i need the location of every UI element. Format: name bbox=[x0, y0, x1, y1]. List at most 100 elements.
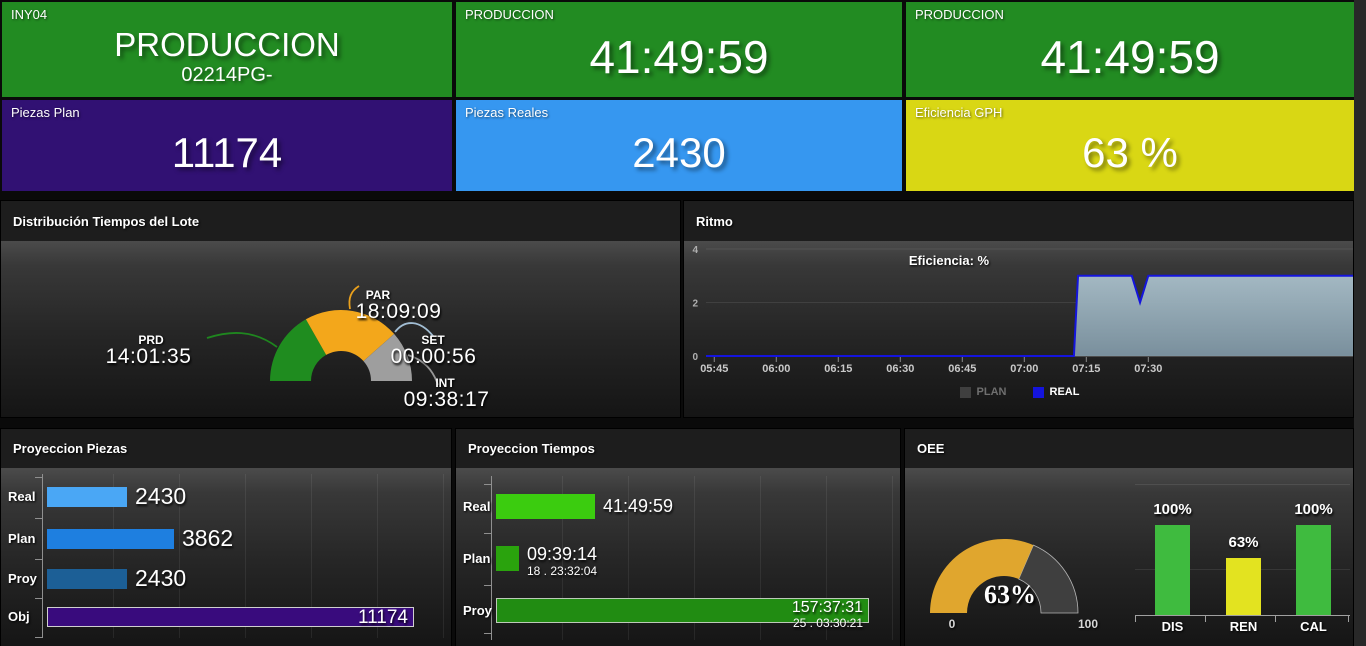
oee-bar-chart: 100% DIS 63% REN 100% CAL bbox=[1133, 468, 1353, 646]
legend-item-real[interactable]: REAL bbox=[1032, 386, 1079, 398]
x-tick-label: 05:45 bbox=[700, 363, 728, 375]
oee-bar-value-ren: 63% bbox=[1228, 534, 1259, 551]
plan-swatch-icon bbox=[959, 386, 971, 398]
bar-label-real: Real bbox=[8, 489, 36, 504]
oee-gauge-track bbox=[1018, 544, 1079, 614]
axis-tick bbox=[35, 559, 43, 560]
gridline-x2 bbox=[179, 474, 180, 638]
gridline-x2 bbox=[628, 476, 629, 640]
gauge-segment-par bbox=[305, 309, 395, 362]
y-tick-label: 0 bbox=[692, 352, 698, 363]
bar-sub-plan: 18 . 23:32:04 bbox=[527, 564, 598, 578]
gauge-segment-int bbox=[363, 333, 412, 381]
right-edge-strip bbox=[1354, 0, 1366, 646]
oee-gridline-top bbox=[1135, 484, 1350, 485]
bar-value-plan: 09:39:14 bbox=[527, 544, 598, 564]
bar-real bbox=[47, 487, 127, 507]
oee-gauge-max: 100 bbox=[1077, 617, 1099, 631]
tile-machine-label: INY04 bbox=[11, 7, 48, 22]
connector-set bbox=[394, 322, 434, 337]
oee-baseline-tick bbox=[1135, 616, 1136, 622]
tile-machine: INY04 PRODUCCION 02214PG- bbox=[2, 2, 452, 97]
legend-plan-label: PLAN bbox=[976, 386, 1007, 398]
gauge-segment-prd bbox=[270, 319, 327, 381]
connector-par bbox=[348, 285, 360, 310]
y-tick-label: 2 bbox=[692, 299, 698, 310]
oee-bar-dis bbox=[1155, 525, 1190, 615]
gridline-x6 bbox=[443, 474, 444, 638]
category-axis bbox=[491, 476, 492, 640]
proyeccion-piezas-chart: Real 2430 Plan 3862 Proy 2430 Obj 11174 bbox=[1, 468, 451, 646]
segment-label-par: PAR bbox=[365, 288, 391, 302]
oee-baseline bbox=[1135, 615, 1350, 616]
gridline-x1 bbox=[562, 476, 563, 640]
oee-gauge-min: 0 bbox=[948, 617, 956, 631]
gridline-x1 bbox=[113, 474, 114, 638]
bar-label-plan: Plan bbox=[463, 550, 491, 566]
tile-production-time-1: PRODUCCION 41:49:59 bbox=[456, 2, 902, 97]
gridline-x6 bbox=[892, 476, 893, 640]
tile-piezas-reales-label: Piezas Reales bbox=[465, 105, 549, 120]
panel-proyeccion-tiempos: Proyeccion Tiempos Real 41:49:59 Plan 09:39… bbox=[455, 428, 901, 646]
tile-eficiencia-gph: Eficiencia GPH 63 % bbox=[906, 100, 1354, 191]
bar-label-obj: Obj bbox=[8, 609, 30, 624]
gridline-x3 bbox=[245, 474, 246, 638]
bar-label-proy: Proy bbox=[8, 571, 37, 586]
panel-oee-title: OEE bbox=[905, 429, 1353, 468]
segment-value-prd: 14:01:35 bbox=[105, 345, 192, 368]
bar-value-real: 2430 bbox=[135, 482, 187, 509]
x-tick-label: 06:00 bbox=[762, 363, 790, 375]
panel-proyeccion-tiempos-title: Proyeccion Tiempos bbox=[456, 429, 900, 468]
bar-value-real: 41:49:59 bbox=[603, 495, 674, 516]
tile-machine-value: PRODUCCION bbox=[114, 26, 340, 63]
gridline-x4 bbox=[760, 476, 761, 640]
real-series-area bbox=[706, 275, 1353, 356]
x-tick-label: 07:30 bbox=[1134, 363, 1162, 375]
oee-bar-value-dis: 100% bbox=[1153, 501, 1192, 518]
x-tick-label: 06:15 bbox=[824, 363, 852, 375]
axis-tick bbox=[35, 518, 43, 519]
ritmo-legend: PLAN REAL bbox=[684, 386, 1353, 398]
axis-tick bbox=[484, 584, 492, 586]
bar-sub-proy: 25 . 03:30:21 bbox=[792, 616, 863, 630]
segment-value-set: 00:00:56 bbox=[390, 345, 477, 368]
gridline-x5 bbox=[826, 476, 827, 640]
bar-plan bbox=[47, 529, 174, 549]
bar-value-plan: 3862 bbox=[182, 524, 234, 551]
connector-int bbox=[407, 354, 439, 386]
x-tick-label: 07:15 bbox=[1072, 363, 1100, 375]
segment-label-int: INT bbox=[435, 376, 455, 390]
segment-label-set: SET bbox=[421, 333, 445, 347]
oee-baseline-tick bbox=[1275, 616, 1276, 622]
oee-gauge-fill bbox=[930, 539, 1034, 613]
tile-piezas-plan-label: Piezas Plan bbox=[11, 105, 80, 120]
oee-chart: 63% 0 100 100% DIS 63% REN 100% CAL bbox=[905, 468, 1353, 646]
ritmo-chart: 0 2 4 05:45 06:00 06:15 06:30 06:45 07:00 07:15 07… bbox=[684, 241, 1353, 417]
proyeccion-tiempos-chart: Real 41:49:59 Plan 09:39:14 18 . 23:32:04 Pro… bbox=[456, 468, 900, 646]
axis-tick bbox=[35, 477, 43, 478]
legend-item-plan[interactable]: PLAN bbox=[959, 386, 1007, 398]
axis-tick bbox=[35, 637, 43, 638]
bar-proy: 157:37:31 25 . 03:30:21 bbox=[496, 598, 869, 629]
panel-distribucion-title: Distribución Tiempos del Lote bbox=[1, 201, 680, 241]
panel-ritmo-title: Ritmo bbox=[684, 201, 1353, 241]
bar-proy bbox=[47, 569, 127, 589]
distribucion-chart: PRD 14:01:35 PAR 18:09:09 SET 00:00:56 I… bbox=[1, 241, 680, 417]
bar-obj: 11174 bbox=[47, 607, 414, 628]
axis-tick bbox=[35, 598, 43, 599]
tile-eficiencia-gph-label: Eficiencia GPH bbox=[915, 105, 1003, 120]
panel-distribucion-tiempos: Distribución Tiempos del Lote PRD 14:01:… bbox=[0, 200, 681, 418]
y-tick-label: 4 bbox=[692, 245, 698, 256]
gridline-x4 bbox=[311, 474, 312, 638]
tile-eficiencia-gph-value: 63 % bbox=[1082, 129, 1178, 176]
x-tick-label: 06:45 bbox=[948, 363, 976, 375]
connector-prd bbox=[206, 332, 278, 348]
tile-piezas-plan: Piezas Plan 11174 bbox=[2, 100, 452, 191]
x-tick-label: 07:00 bbox=[1010, 363, 1038, 375]
panel-proyeccion-piezas-title: Proyeccion Piezas bbox=[1, 429, 451, 468]
category-axis bbox=[42, 474, 43, 638]
bar-label-real: Real bbox=[463, 498, 491, 514]
tile-piezas-reales: Piezas Reales 2430 bbox=[456, 100, 902, 191]
panel-oee: OEE 63% 0 100 100% DIS 63% REN 100% CAL bbox=[904, 428, 1354, 646]
real-swatch-icon bbox=[1032, 386, 1044, 398]
